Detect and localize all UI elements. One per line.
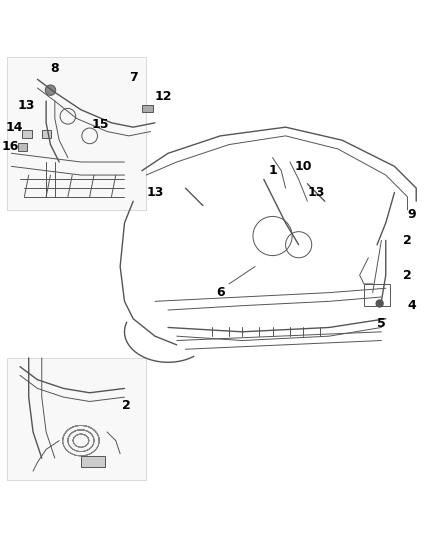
Text: 7: 7 xyxy=(129,70,138,84)
FancyBboxPatch shape xyxy=(81,456,105,467)
FancyBboxPatch shape xyxy=(22,130,32,138)
FancyBboxPatch shape xyxy=(142,106,153,112)
Text: 2: 2 xyxy=(403,269,412,282)
Text: 4: 4 xyxy=(407,299,416,312)
Text: 2: 2 xyxy=(122,399,131,413)
Text: 12: 12 xyxy=(155,90,173,103)
Text: 6: 6 xyxy=(216,286,225,299)
FancyBboxPatch shape xyxy=(18,143,28,151)
FancyBboxPatch shape xyxy=(42,130,51,138)
Text: 13: 13 xyxy=(307,186,325,199)
Text: 14: 14 xyxy=(6,120,23,134)
FancyBboxPatch shape xyxy=(7,58,146,210)
Text: 13: 13 xyxy=(146,186,164,199)
Text: 15: 15 xyxy=(92,118,110,132)
Text: 9: 9 xyxy=(408,208,416,221)
Text: 10: 10 xyxy=(294,160,312,173)
Text: 8: 8 xyxy=(50,62,59,75)
Text: 2: 2 xyxy=(403,234,412,247)
Text: 5: 5 xyxy=(377,317,386,329)
Circle shape xyxy=(376,300,383,307)
Text: 16: 16 xyxy=(2,140,19,154)
FancyBboxPatch shape xyxy=(7,358,146,480)
Text: 13: 13 xyxy=(18,99,35,112)
Circle shape xyxy=(45,85,56,95)
Text: 1: 1 xyxy=(268,164,277,177)
